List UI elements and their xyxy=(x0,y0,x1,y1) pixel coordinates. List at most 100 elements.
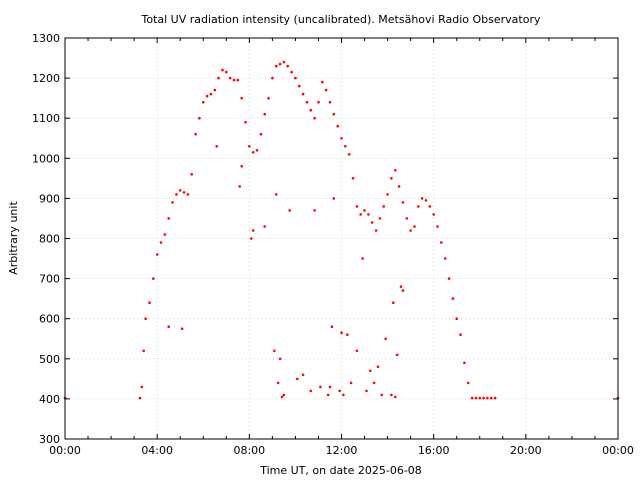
data-point xyxy=(282,60,286,64)
data-point xyxy=(490,396,493,400)
data-point xyxy=(202,100,205,104)
data-point xyxy=(374,229,378,232)
data-point xyxy=(347,153,351,156)
data-point xyxy=(178,189,182,192)
y-tick-labels: 300 400 500 600 700 800 900 1000 1100 1200 1300 xyxy=(32,32,60,446)
data-point xyxy=(401,289,405,292)
data-point xyxy=(159,241,163,244)
data-point xyxy=(232,78,236,82)
data-point xyxy=(399,285,403,288)
data-point xyxy=(228,76,232,80)
x-tick-label: 12:00 xyxy=(326,444,358,457)
data-point xyxy=(420,197,424,200)
data-point xyxy=(286,64,290,68)
data-point xyxy=(370,221,374,224)
data-point xyxy=(459,333,462,337)
data-point xyxy=(478,396,482,400)
y-tick-label: 300 xyxy=(39,433,60,446)
data-point xyxy=(466,381,470,385)
data-point xyxy=(328,100,332,104)
data-point xyxy=(326,393,330,397)
data-point xyxy=(255,149,259,152)
data-point xyxy=(384,337,388,341)
data-point xyxy=(273,349,276,353)
data-point xyxy=(313,116,316,120)
data-point xyxy=(355,205,359,208)
data-point xyxy=(309,108,313,112)
y-tick-label: 500 xyxy=(39,353,60,366)
data-point xyxy=(463,361,466,365)
data-point xyxy=(474,396,478,400)
data-point xyxy=(182,191,186,194)
data-point xyxy=(140,385,144,389)
data-point xyxy=(405,217,409,220)
data-point xyxy=(317,100,320,104)
data-point xyxy=(190,173,193,176)
data-point xyxy=(359,213,363,216)
y-tick-label: 1100 xyxy=(32,112,60,125)
data-point xyxy=(251,229,255,232)
data-point xyxy=(288,209,292,212)
data-point xyxy=(319,385,322,389)
data-point xyxy=(305,100,309,104)
data-point xyxy=(330,325,334,329)
data-point xyxy=(250,237,253,240)
data-point xyxy=(328,385,332,389)
x-tick-label: 20:00 xyxy=(510,444,542,457)
y-tick-label: 400 xyxy=(39,393,60,406)
data-point xyxy=(470,396,474,400)
x-tick-label: 00:00 xyxy=(602,444,634,457)
data-point xyxy=(346,333,349,337)
data-point xyxy=(213,88,217,92)
data-point xyxy=(369,369,372,373)
data-point xyxy=(244,120,247,124)
data-point xyxy=(355,349,359,353)
data-point xyxy=(248,145,251,148)
data-point xyxy=(440,241,443,244)
data-point xyxy=(342,393,345,397)
data-point xyxy=(221,68,224,72)
data-point xyxy=(217,76,220,80)
data-point xyxy=(397,185,401,188)
data-point xyxy=(309,389,313,393)
data-point xyxy=(424,199,428,202)
data-point xyxy=(238,185,241,188)
data-point xyxy=(363,209,366,212)
data-point xyxy=(290,70,293,74)
data-point xyxy=(413,225,416,228)
data-point xyxy=(482,396,485,400)
data-point xyxy=(236,78,240,82)
data-point xyxy=(271,76,274,80)
data-point xyxy=(280,395,284,399)
data-point xyxy=(225,70,228,74)
data-point xyxy=(276,381,280,385)
data-point xyxy=(382,205,386,208)
data-point xyxy=(367,213,370,216)
data-point xyxy=(493,396,497,400)
data-point xyxy=(386,193,389,196)
x-tick-label: 00:00 xyxy=(49,444,81,457)
data-point xyxy=(380,393,384,397)
data-point xyxy=(263,225,267,228)
data-point xyxy=(294,76,297,80)
data-point xyxy=(390,393,393,397)
data-point xyxy=(152,277,155,280)
data-point xyxy=(209,92,213,96)
data-point xyxy=(394,395,397,399)
data-point xyxy=(163,233,167,236)
data-point xyxy=(432,213,436,216)
data-point xyxy=(486,396,489,400)
y-tick-label: 800 xyxy=(39,233,60,246)
data-point xyxy=(409,229,412,232)
data-point xyxy=(278,357,282,361)
data-point xyxy=(240,96,243,100)
data-point xyxy=(144,317,147,321)
data-point xyxy=(338,389,341,393)
data-point xyxy=(251,151,255,154)
data-point xyxy=(313,209,316,212)
data-point xyxy=(428,205,432,208)
data-point xyxy=(167,217,170,220)
data-point xyxy=(443,257,447,260)
data-point xyxy=(394,169,397,172)
data-point xyxy=(395,353,399,357)
